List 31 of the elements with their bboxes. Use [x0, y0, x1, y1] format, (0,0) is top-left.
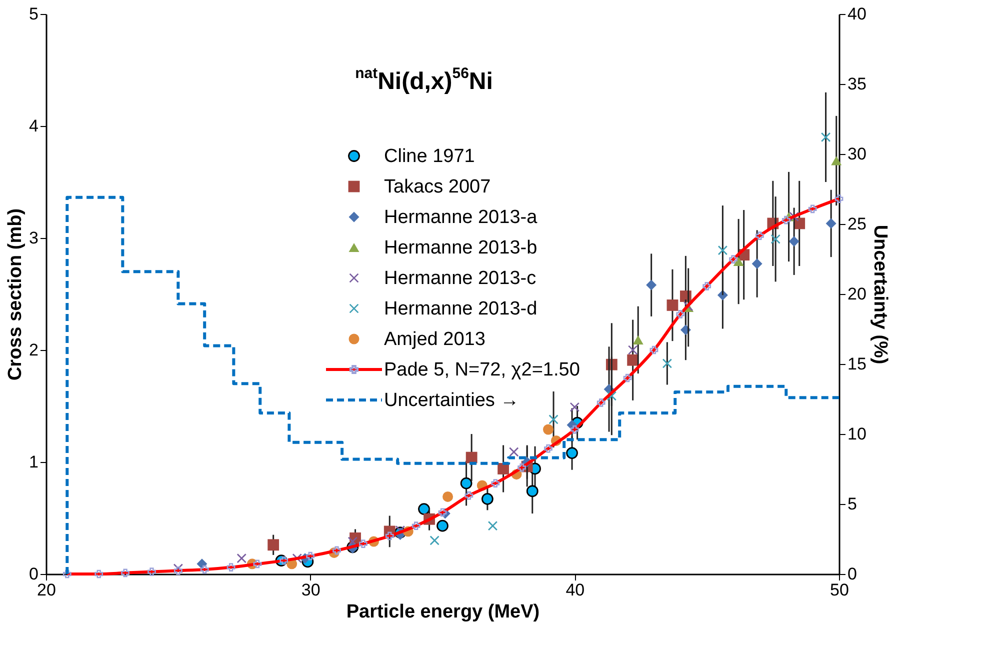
legend-label: Hermanne 2013-b — [384, 238, 538, 258]
y-tick-label: 0 — [29, 564, 38, 584]
x-tick-label: 20 — [37, 580, 56, 600]
legend-label: Amjed 2013 — [384, 329, 486, 350]
y2-tick-label: 15 — [848, 354, 866, 374]
y-tick-label: 3 — [29, 228, 38, 248]
y2-tick-label: 35 — [848, 74, 866, 94]
y-tick-label: 5 — [29, 4, 38, 24]
x-tick-label: 40 — [566, 580, 585, 600]
y2-tick-label: 0 — [848, 564, 857, 584]
legend-label: Takacs 2007 — [384, 176, 491, 198]
y-tick-label: 4 — [29, 116, 38, 136]
y2-tick-label: 5 — [848, 494, 857, 514]
y2-axis-title: Uncertainty (%) — [869, 224, 890, 364]
y-tick-label: 2 — [29, 340, 38, 360]
y2-tick-label: 20 — [848, 284, 866, 304]
legend-label: Uncertainties → — [384, 390, 520, 411]
x-tick-label: 30 — [301, 580, 320, 600]
x-tick-label: 50 — [830, 580, 849, 600]
y2-tick-label: 25 — [848, 214, 866, 234]
y2-tick-label: 10 — [848, 424, 866, 444]
legend-label: Hermanne 2013-c — [384, 268, 536, 289]
legend-label: Cline 1971 — [384, 146, 475, 167]
y-axis-title: Cross section (mb) — [5, 208, 26, 381]
y2-tick-label: 40 — [848, 4, 866, 24]
legend-label: Hermanne 2013-d — [384, 298, 538, 320]
y2-tick-label: 30 — [848, 144, 866, 164]
x-axis-title: Particle energy (MeV) — [346, 602, 540, 622]
legend-label: Hermanne 2013-a — [384, 207, 538, 228]
y-tick-label: 1 — [29, 452, 38, 472]
legend-label: Pade 5, N=72, χ2=1.50 — [384, 360, 580, 380]
